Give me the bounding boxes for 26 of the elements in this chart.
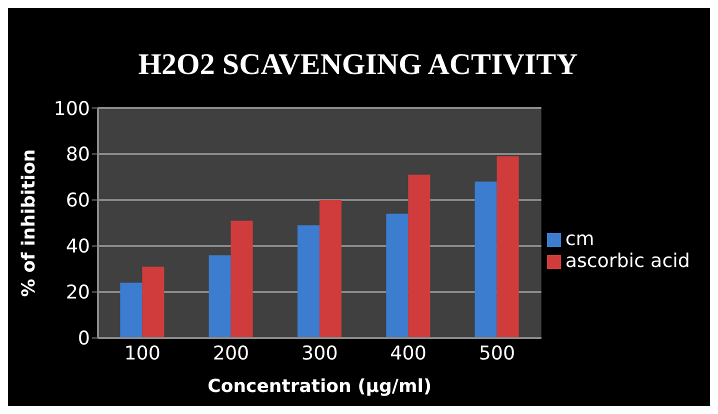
y-tick-label: 60	[66, 190, 90, 212]
bar	[386, 214, 408, 338]
bar	[208, 255, 231, 338]
y-tick-label: 80	[66, 144, 90, 166]
legend-label: cm	[565, 228, 594, 250]
bar	[297, 225, 320, 338]
bar	[319, 200, 342, 338]
x-tick-label: 300	[302, 342, 338, 364]
y-axis-title: % of inhibition	[18, 149, 40, 297]
x-tick-label: 400	[390, 342, 426, 364]
bar	[474, 182, 497, 338]
y-tick-label: 100	[54, 98, 90, 120]
bar	[408, 174, 430, 338]
bar	[142, 266, 164, 338]
x-axis-title: Concentration (µg/ml)	[208, 376, 432, 397]
chart-title: H2O2 SCAVENGING ACTIVITY	[137, 48, 579, 82]
y-tick-label: 20	[66, 282, 90, 304]
y-tick-label: 0	[78, 328, 90, 350]
bar	[120, 282, 142, 338]
bar	[496, 156, 519, 338]
x-tick-label: 200	[212, 342, 250, 364]
bar	[230, 220, 253, 338]
y-tick-label: 40	[66, 236, 90, 258]
x-tick-label: 100	[124, 342, 160, 364]
legend-label: ascorbic acid	[565, 250, 690, 272]
x-tick-label: 500	[478, 342, 516, 364]
